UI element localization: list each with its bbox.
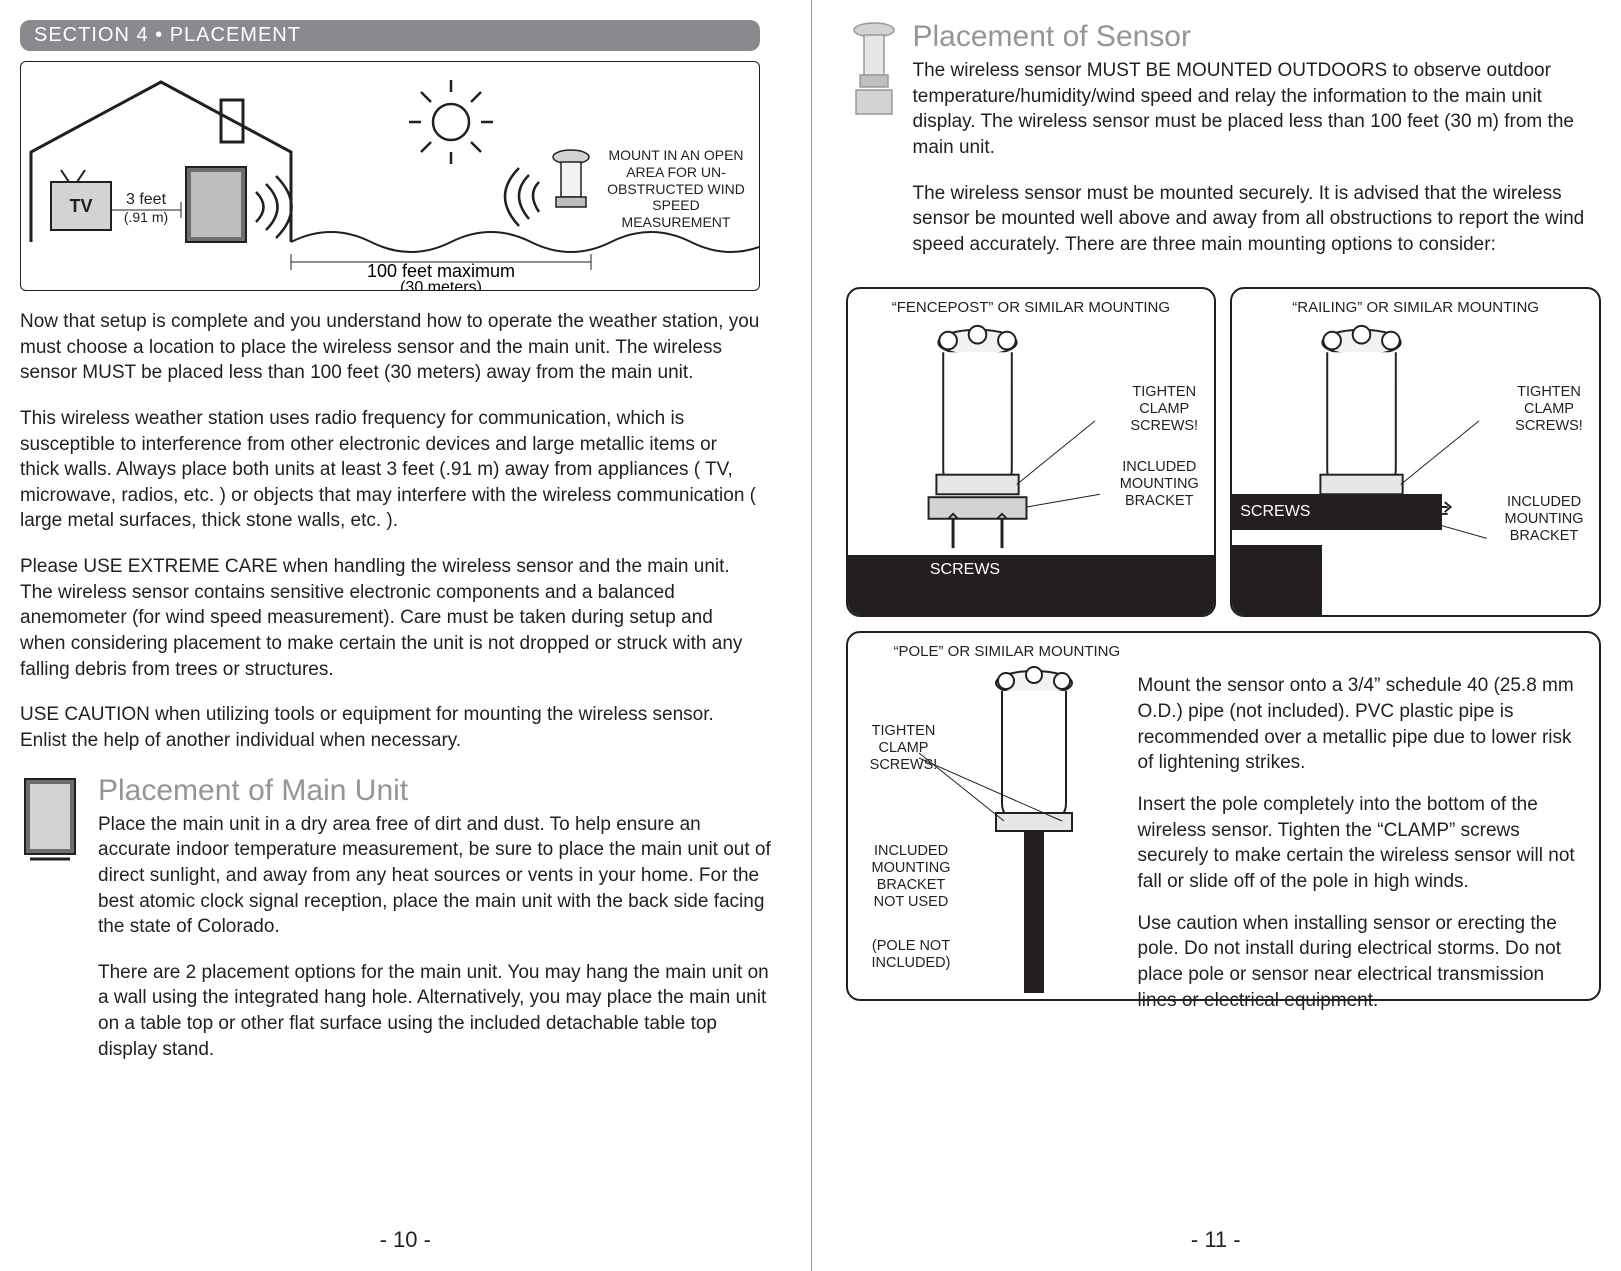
- rail-bracket: INCLUDED MOUNTING BRACKET: [1499, 494, 1589, 544]
- p10-para1: Now that setup is complete and you under…: [20, 309, 760, 386]
- main-unit-p1: Place the main unit in a dry area free o…: [98, 812, 776, 940]
- page-num-11: - 11 -: [1191, 1227, 1241, 1253]
- pole-p1: Mount the sensor onto a 3/4” schedule 40…: [1138, 673, 1584, 776]
- sensor-icon: [846, 20, 901, 277]
- fence-screws: SCREWS: [908, 555, 1023, 585]
- rail-tighten: TIGHTEN CLAMP SCREWS!: [1509, 384, 1589, 434]
- open-area-label: MOUNT IN AN OPEN AREA FOR UN-OBSTRUCTED …: [601, 147, 751, 231]
- fence-bracket: INCLUDED MOUNTING BRACKET: [1114, 459, 1204, 509]
- section-header: SECTION 4 • PLACEMENT: [20, 20, 760, 51]
- pole-title: “POLE” OR SIMILAR MOUNTING: [894, 643, 1124, 660]
- pole-p2: Insert the pole completely into the bott…: [1138, 792, 1584, 895]
- page-10: SECTION 4 • PLACEMENT TV 3 feet (.91 m): [0, 0, 811, 1271]
- sensor-p2: The wireless sensor must be mounted secu…: [913, 181, 1602, 258]
- svg-text:(.91 m): (.91 m): [124, 209, 168, 225]
- svg-text:(30 meters): (30 meters): [400, 279, 482, 291]
- fencepost-mount-box: “FENCEPOST” OR SIMILAR MOUNTING: [846, 287, 1217, 617]
- main-unit-heading: Placement of Main Unit: [98, 774, 776, 808]
- main-unit-p2: There are 2 placement options for the ma…: [98, 960, 776, 1063]
- page-num-10: - 10 -: [380, 1227, 431, 1253]
- pole-mount-box: “POLE” OR SIMILAR MOUNTING TIGHTEN CLAMP…: [846, 631, 1602, 1001]
- main-unit-icon: [20, 774, 80, 864]
- rail-screws: SCREWS: [1232, 494, 1442, 530]
- pole-not-incl: (POLE NOT INCLUDED): [864, 938, 959, 971]
- fencepost-title: “FENCEPOST” OR SIMILAR MOUNTING: [860, 299, 1203, 316]
- svg-text:3 feet: 3 feet: [126, 191, 167, 208]
- fence-tighten: TIGHTEN CLAMP SCREWS!: [1124, 384, 1204, 434]
- pole-bracket-notused: INCLUDED MOUNTING BRACKET NOT USED: [864, 843, 959, 910]
- p10-para2: This wireless weather station uses radio…: [20, 406, 760, 534]
- mount-row: “FENCEPOST” OR SIMILAR MOUNTING: [846, 287, 1602, 617]
- page-11: Placement of Sensor The wireless sensor …: [811, 0, 1621, 1271]
- sensor-heading: Placement of Sensor: [913, 20, 1602, 54]
- placement-illustration: TV 3 feet (.91 m): [20, 61, 760, 291]
- p10-para4: USE CAUTION when utilizing tools or equi…: [20, 702, 760, 753]
- main-unit-block: Placement of Main Unit Place the main un…: [20, 774, 776, 1083]
- tv-label: TV: [69, 196, 92, 216]
- fence-post-bar: [848, 555, 1215, 615]
- railing-title: “RAILING” OR SIMILAR MOUNTING: [1244, 299, 1587, 316]
- svg-text:100 feet maximum: 100 feet maximum: [367, 261, 515, 281]
- sensor-head: Placement of Sensor The wireless sensor …: [846, 20, 1602, 277]
- pole-p3: Use caution when installing sensor or er…: [1138, 911, 1584, 1014]
- p10-para3: Please USE EXTREME CARE when handling th…: [20, 554, 760, 682]
- railing-mount-box: “RAILING” OR SIMILAR MOUNTING TIGHTEN C: [1230, 287, 1601, 617]
- rail-post: [1232, 545, 1322, 615]
- sensor-p1: The wireless sensor MUST BE MOUNTED OUTD…: [913, 58, 1602, 161]
- pole-tighten: TIGHTEN CLAMP SCREWS!: [864, 723, 944, 773]
